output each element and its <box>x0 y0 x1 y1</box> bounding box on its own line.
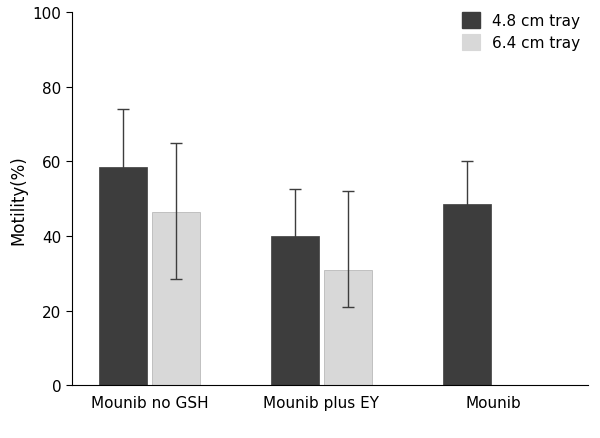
Y-axis label: Motility(%): Motility(%) <box>9 155 27 244</box>
Legend: 4.8 cm tray, 6.4 cm tray: 4.8 cm tray, 6.4 cm tray <box>461 13 580 51</box>
Bar <box>271 237 319 385</box>
Bar <box>443 205 491 385</box>
Bar <box>152 212 200 385</box>
Bar <box>99 168 147 385</box>
Bar <box>324 270 372 385</box>
